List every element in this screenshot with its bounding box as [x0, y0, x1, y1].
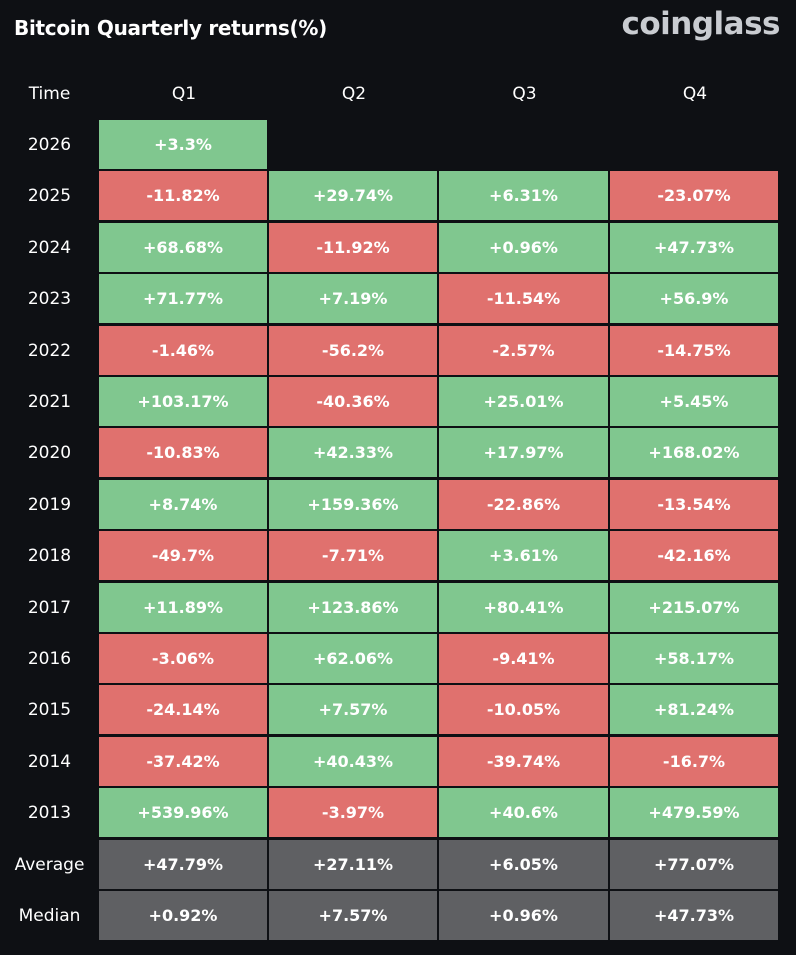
return-cell: -13.54%	[610, 480, 778, 529]
return-cell: -56.2%	[269, 326, 437, 375]
row-label-average: Average	[14, 855, 85, 875]
row-label-2026: 2026	[27, 135, 72, 155]
return-cell: -7.71%	[269, 531, 437, 580]
return-cell: +168.02%	[610, 428, 778, 477]
return-cell: -22.86%	[439, 480, 608, 529]
row-label-2013: 2013	[27, 803, 72, 823]
return-cell: -37.42%	[99, 737, 267, 786]
return-cell: +539.96%	[99, 788, 267, 837]
return-cell: +5.45%	[610, 377, 778, 426]
return-cell: -9.41%	[439, 634, 608, 683]
coinglass-logo: coinglass	[621, 6, 780, 42]
return-cell: +7.57%	[269, 685, 437, 734]
return-cell: -1.46%	[99, 326, 267, 375]
return-cell: +11.89%	[99, 583, 267, 632]
return-cell: +56.9%	[610, 274, 778, 323]
return-cell: +7.57%	[269, 891, 437, 940]
return-cell: +81.24%	[610, 685, 778, 734]
return-cell: +3.61%	[439, 531, 608, 580]
row-label-2014: 2014	[27, 752, 72, 772]
return-cell: +103.17%	[99, 377, 267, 426]
return-cell: +62.06%	[269, 634, 437, 683]
return-cell: +47.79%	[99, 840, 267, 889]
return-cell: +0.96%	[439, 223, 608, 272]
return-cell: +25.01%	[439, 377, 608, 426]
return-cell: -42.16%	[610, 531, 778, 580]
row-label-2018: 2018	[27, 546, 72, 566]
row-label-2020: 2020	[27, 443, 72, 463]
return-cell: +80.41%	[439, 583, 608, 632]
return-cell: -2.57%	[439, 326, 608, 375]
return-cell: -11.92%	[269, 223, 437, 272]
return-cell: +6.05%	[439, 840, 608, 889]
row-label-2017: 2017	[27, 598, 72, 618]
return-cell: +29.74%	[269, 171, 437, 220]
return-cell: +17.97%	[439, 428, 608, 477]
column-header-q1: Q1	[171, 84, 197, 104]
return-cell: +6.31%	[439, 171, 608, 220]
return-cell: -39.74%	[439, 737, 608, 786]
return-cell: +8.74%	[99, 480, 267, 529]
return-cell: +27.11%	[269, 840, 437, 889]
return-cell: -23.07%	[610, 171, 778, 220]
row-label-2015: 2015	[27, 700, 72, 720]
return-cell: -11.82%	[99, 171, 267, 220]
chart-title: Bitcoin Quarterly returns(%)	[14, 16, 327, 40]
row-label-2024: 2024	[27, 238, 72, 258]
row-label-2016: 2016	[27, 649, 72, 669]
return-cell: -24.14%	[99, 685, 267, 734]
return-cell: +71.77%	[99, 274, 267, 323]
column-header-q2: Q2	[341, 84, 367, 104]
return-cell: +0.92%	[99, 891, 267, 940]
return-cell: -16.7%	[610, 737, 778, 786]
return-cell: +40.6%	[439, 788, 608, 837]
row-label-median: Median	[18, 906, 81, 926]
return-cell: -10.05%	[439, 685, 608, 734]
return-cell: -10.83%	[99, 428, 267, 477]
return-cell: +159.36%	[269, 480, 437, 529]
column-header-q4: Q4	[682, 84, 708, 104]
return-cell: +0.96%	[439, 891, 608, 940]
row-label-2023: 2023	[27, 289, 72, 309]
row-label-2021: 2021	[27, 392, 72, 412]
return-cell: +215.07%	[610, 583, 778, 632]
return-cell: -3.06%	[99, 634, 267, 683]
row-label-2025: 2025	[27, 186, 72, 206]
return-cell: +479.59%	[610, 788, 778, 837]
return-cell: +58.17%	[610, 634, 778, 683]
return-cell: +68.68%	[99, 223, 267, 272]
row-label-2022: 2022	[27, 341, 72, 361]
return-cell: +3.3%	[99, 120, 267, 169]
table-header-row: Time Q1 Q2 Q3 Q4	[0, 68, 796, 120]
row-label-2019: 2019	[27, 495, 72, 515]
return-cell: +47.73%	[610, 223, 778, 272]
return-cell: +47.73%	[610, 891, 778, 940]
return-cell: -14.75%	[610, 326, 778, 375]
return-cell: +40.43%	[269, 737, 437, 786]
column-header-q3: Q3	[512, 84, 537, 104]
return-cell: -40.36%	[269, 377, 437, 426]
return-cell: -49.7%	[99, 531, 267, 580]
return-cell: -3.97%	[269, 788, 437, 837]
return-cell: +7.19%	[269, 274, 437, 323]
return-cell: +42.33%	[269, 428, 437, 477]
return-cell: +123.86%	[269, 583, 437, 632]
return-cell: -11.54%	[439, 274, 608, 323]
column-header-time: Time	[28, 84, 71, 104]
return-cell: +77.07%	[610, 840, 778, 889]
